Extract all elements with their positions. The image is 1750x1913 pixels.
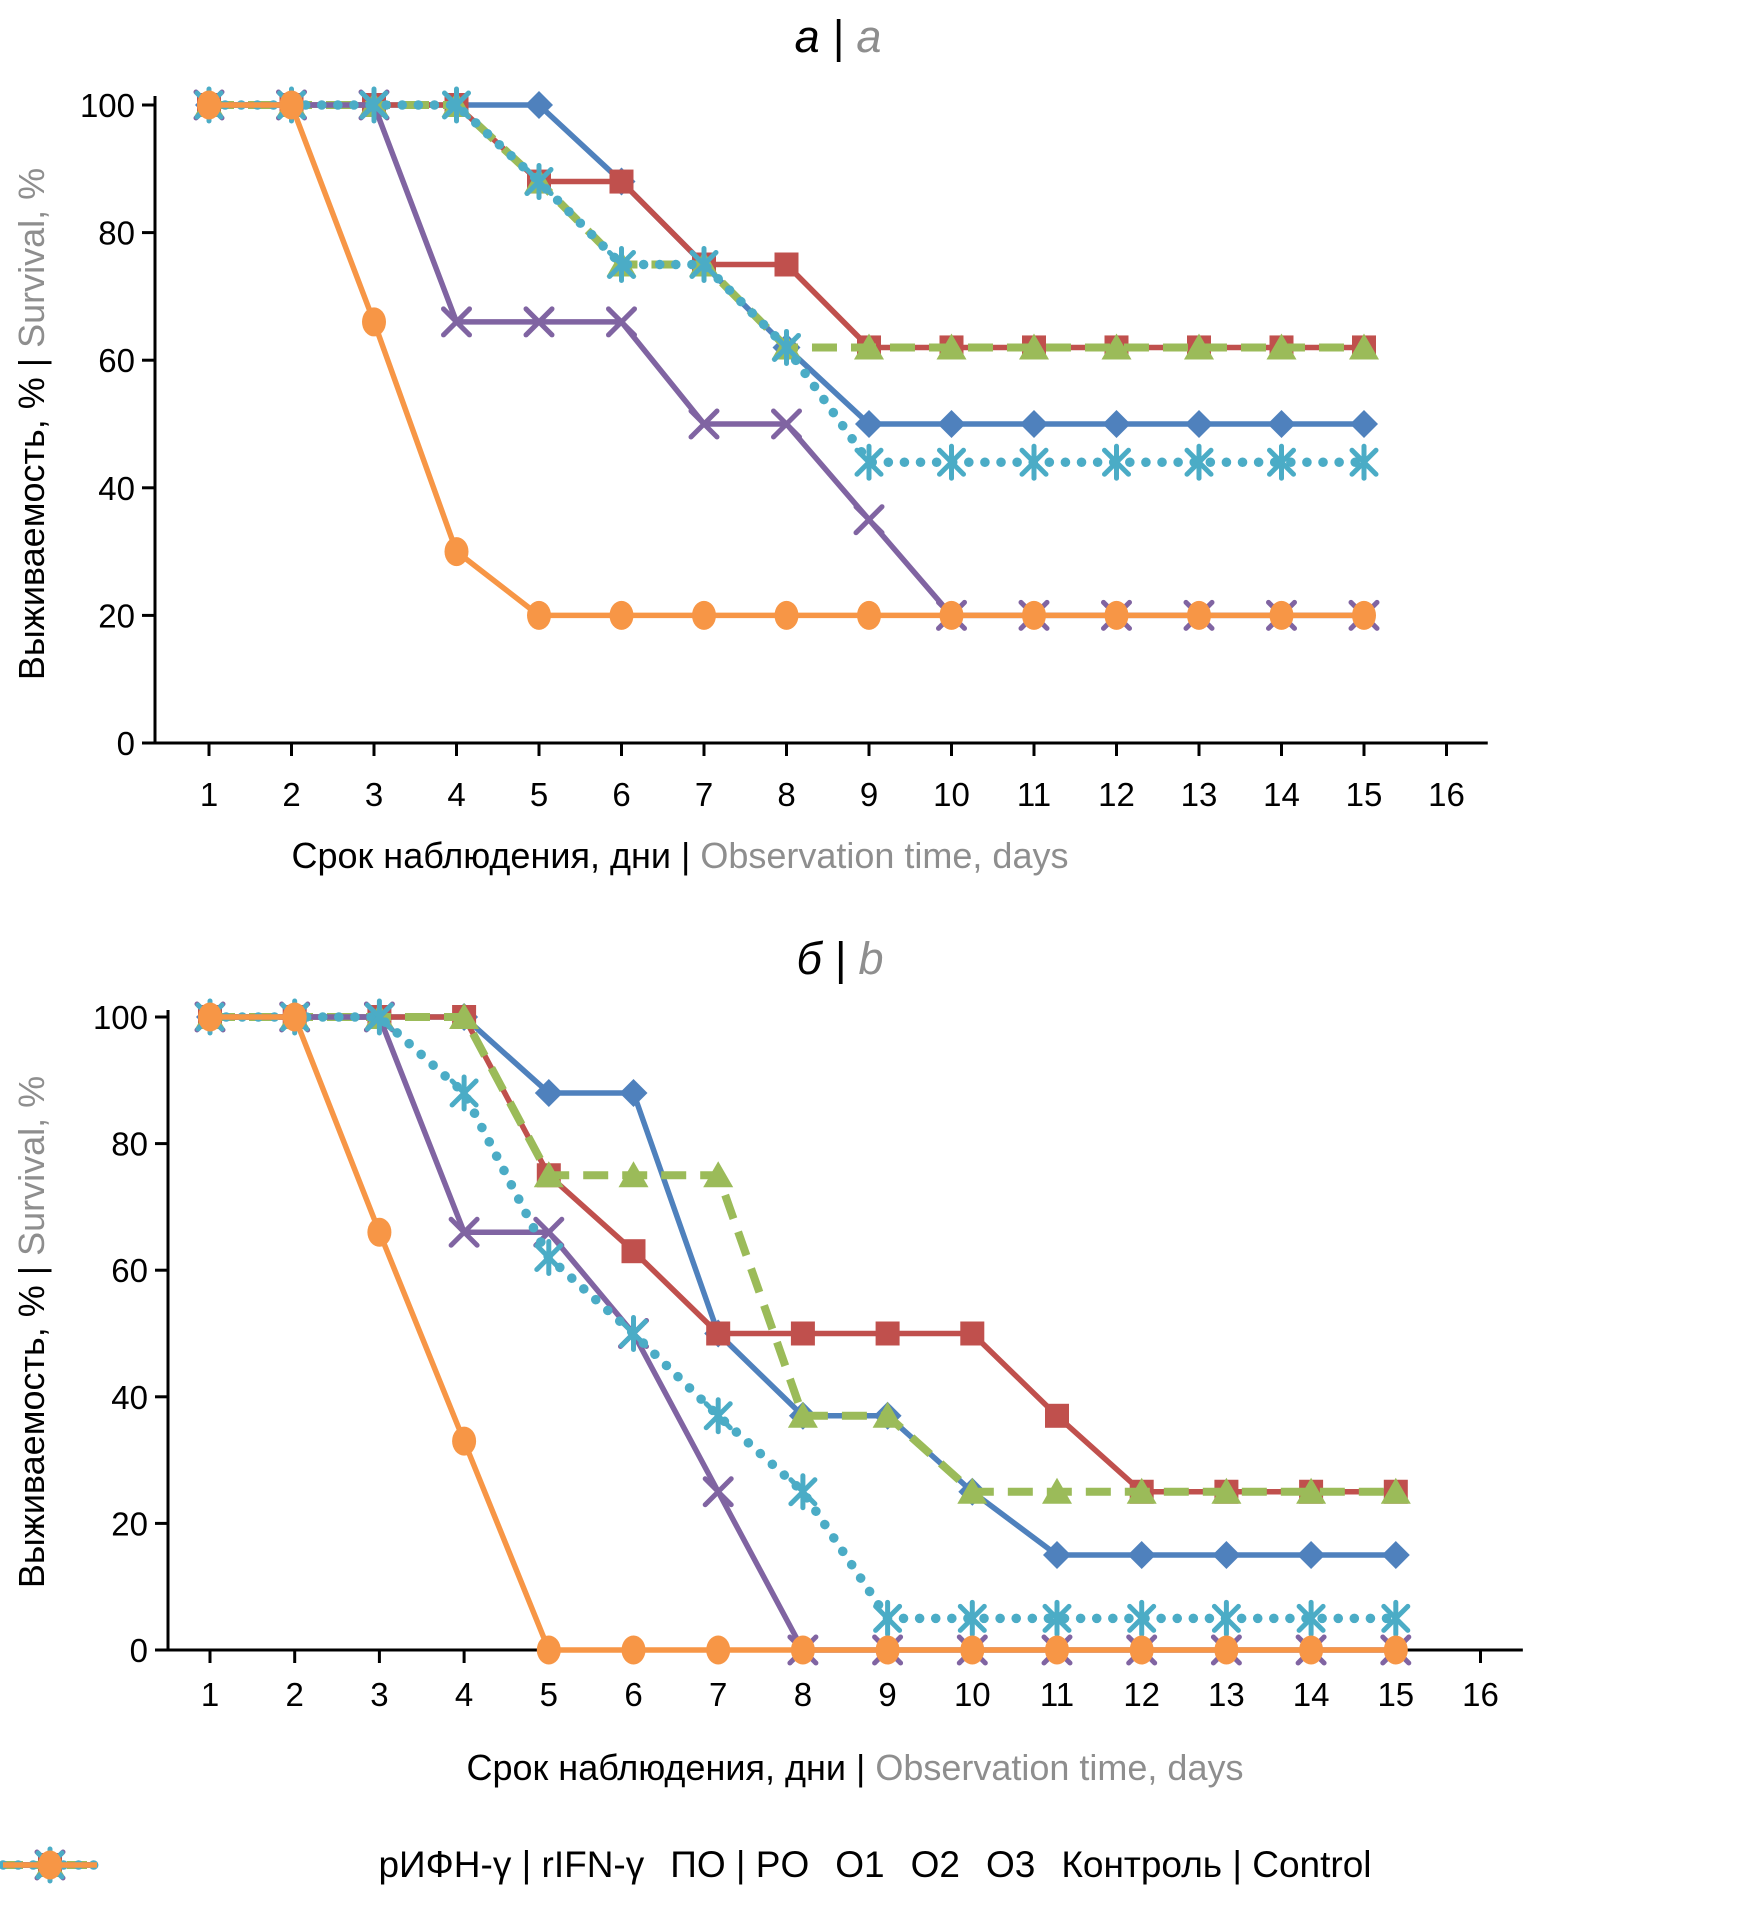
x-tick-label: 6 xyxy=(624,1676,642,1713)
x-tick-label: 13 xyxy=(1181,776,1218,813)
y-tick-label: 80 xyxy=(111,1126,148,1163)
x-tick-label: 9 xyxy=(878,1676,896,1713)
panel-b-x-axis-title: Срок наблюдения, дни | Observation time,… xyxy=(467,1747,1244,1788)
x-tick-label: 12 xyxy=(1123,1676,1160,1713)
legend-label-o1: О1 xyxy=(835,1844,885,1885)
x-tick-label: 16 xyxy=(1428,776,1465,813)
x-tick-label: 11 xyxy=(1040,1676,1074,1713)
x-tick-label: 8 xyxy=(777,776,795,813)
panel-a-x-axis-title: Срок наблюдения, дни | Observation time,… xyxy=(292,835,1069,876)
legend-item-control: Контроль | Control xyxy=(3,1844,1372,1886)
x-tick-label: 15 xyxy=(1377,1676,1414,1713)
series-control xyxy=(198,1002,1408,1665)
x-tick-label: 13 xyxy=(1208,1676,1245,1713)
x-tick-label: 5 xyxy=(540,1676,558,1713)
panel-b-title: б | b xyxy=(796,933,883,984)
x-tick-label: 1 xyxy=(201,1676,219,1713)
legend-item-o3: О3 xyxy=(0,1844,1036,1886)
x-tick-label: 3 xyxy=(370,1676,388,1713)
legend-item-o2: О2 xyxy=(3,1844,960,1886)
x-tick-label: 14 xyxy=(1263,776,1300,813)
y-tick-label: 40 xyxy=(98,470,135,507)
x-tick-label: 16 xyxy=(1462,1676,1499,1713)
y-tick-label: 40 xyxy=(111,1379,148,1416)
y-tick-label: 20 xyxy=(111,1505,148,1542)
axes xyxy=(142,96,1488,756)
chart-legend: рИФН-γ | rIFN-γ ПО | PO О1 О2 О3 Контроль | C… xyxy=(0,1820,1750,1910)
x-tick-label: 2 xyxy=(286,1676,304,1713)
y-tick-label: 60 xyxy=(98,342,135,379)
axes xyxy=(155,1010,1523,1663)
y-tick-label: 60 xyxy=(111,1252,148,1289)
legend-swatch-control-icon xyxy=(3,1850,97,1880)
series-control xyxy=(197,90,1376,630)
x-tick-label: 6 xyxy=(612,776,630,813)
x-tick-label: 2 xyxy=(282,776,300,813)
x-tick-label: 3 xyxy=(365,776,383,813)
y-tick-label: 100 xyxy=(80,87,135,124)
legend-item-rifn: рИФН-γ | rIFN-γ xyxy=(3,1844,645,1886)
panel-a-chart: а | a Выживаемость, % | Survival, % Срок… xyxy=(11,11,1488,876)
legend-label-rifn: рИФН-γ | rIFN-γ xyxy=(378,1844,645,1885)
x-tick-label: 1 xyxy=(200,776,218,813)
y-tick-label: 20 xyxy=(98,597,135,634)
legend-label-o2: О2 xyxy=(910,1844,960,1885)
x-tick-label: 10 xyxy=(954,1676,991,1713)
x-tick-label: 9 xyxy=(860,776,878,813)
series-markers-control xyxy=(197,90,1376,630)
series-o3 xyxy=(195,998,1411,1637)
x-tick-label: 4 xyxy=(447,776,465,813)
panel-b-y-axis-title: Выживаемость, % | Survival, % xyxy=(11,1076,52,1588)
panel-b-chart: б | b Выживаемость, % | Survival, % Срок… xyxy=(11,933,1523,1788)
y-tick-label: 0 xyxy=(130,1632,148,1669)
x-tick-label: 8 xyxy=(794,1676,812,1713)
x-tick-label: 15 xyxy=(1346,776,1383,813)
legend-label-control: Контроль | Control xyxy=(1061,1844,1372,1885)
panel-a-y-axis-title: Выживаемость, % | Survival, % xyxy=(11,168,52,680)
series-markers-o3 xyxy=(195,998,1411,1637)
legend-label-po: ПО | PO xyxy=(670,1844,810,1885)
series-markers-control xyxy=(198,1002,1408,1665)
x-tick-label: 10 xyxy=(933,776,970,813)
x-tick-label: 5 xyxy=(530,776,548,813)
x-tick-label: 14 xyxy=(1293,1676,1330,1713)
x-tick-label: 7 xyxy=(709,1676,727,1713)
y-tick-label: 80 xyxy=(98,215,135,252)
x-tick-label: 7 xyxy=(695,776,713,813)
legend-item-po: ПО | PO xyxy=(3,1844,810,1886)
legend-item-o1: О1 xyxy=(3,1844,885,1886)
x-tick-label: 11 xyxy=(1017,776,1051,813)
x-tick-label: 4 xyxy=(455,1676,473,1713)
y-tick-label: 0 xyxy=(117,725,135,762)
legend-label-o3: О3 xyxy=(985,1844,1036,1885)
panel-a-title: а | a xyxy=(795,11,882,62)
x-tick-label: 12 xyxy=(1098,776,1135,813)
y-tick-label: 100 xyxy=(93,999,148,1036)
